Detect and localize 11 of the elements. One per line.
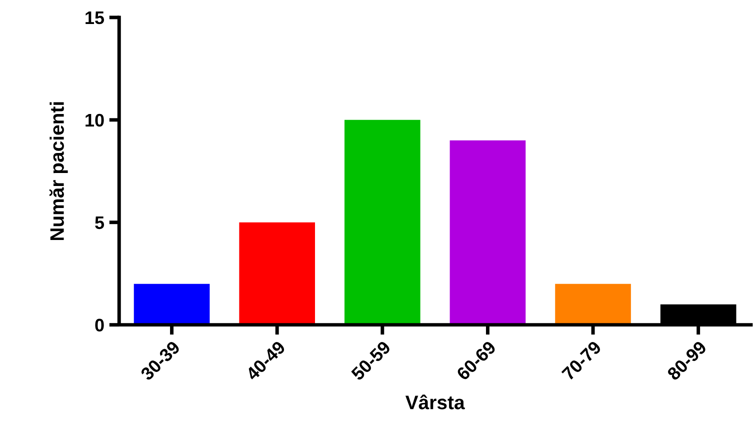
y-axis-title: Număr pacienti: [49, 102, 68, 240]
bar: [344, 120, 420, 325]
bar: [239, 222, 316, 325]
y-tick-label: 10: [86, 114, 104, 127]
bar: [134, 284, 210, 325]
y-tick-label: 15: [86, 12, 104, 24]
y-tick-label: 5: [95, 216, 104, 230]
bar: [555, 284, 631, 325]
x-axis-title: Vârsta: [405, 394, 465, 410]
bar: [450, 140, 526, 325]
y-tick-label: 0: [95, 318, 104, 332]
